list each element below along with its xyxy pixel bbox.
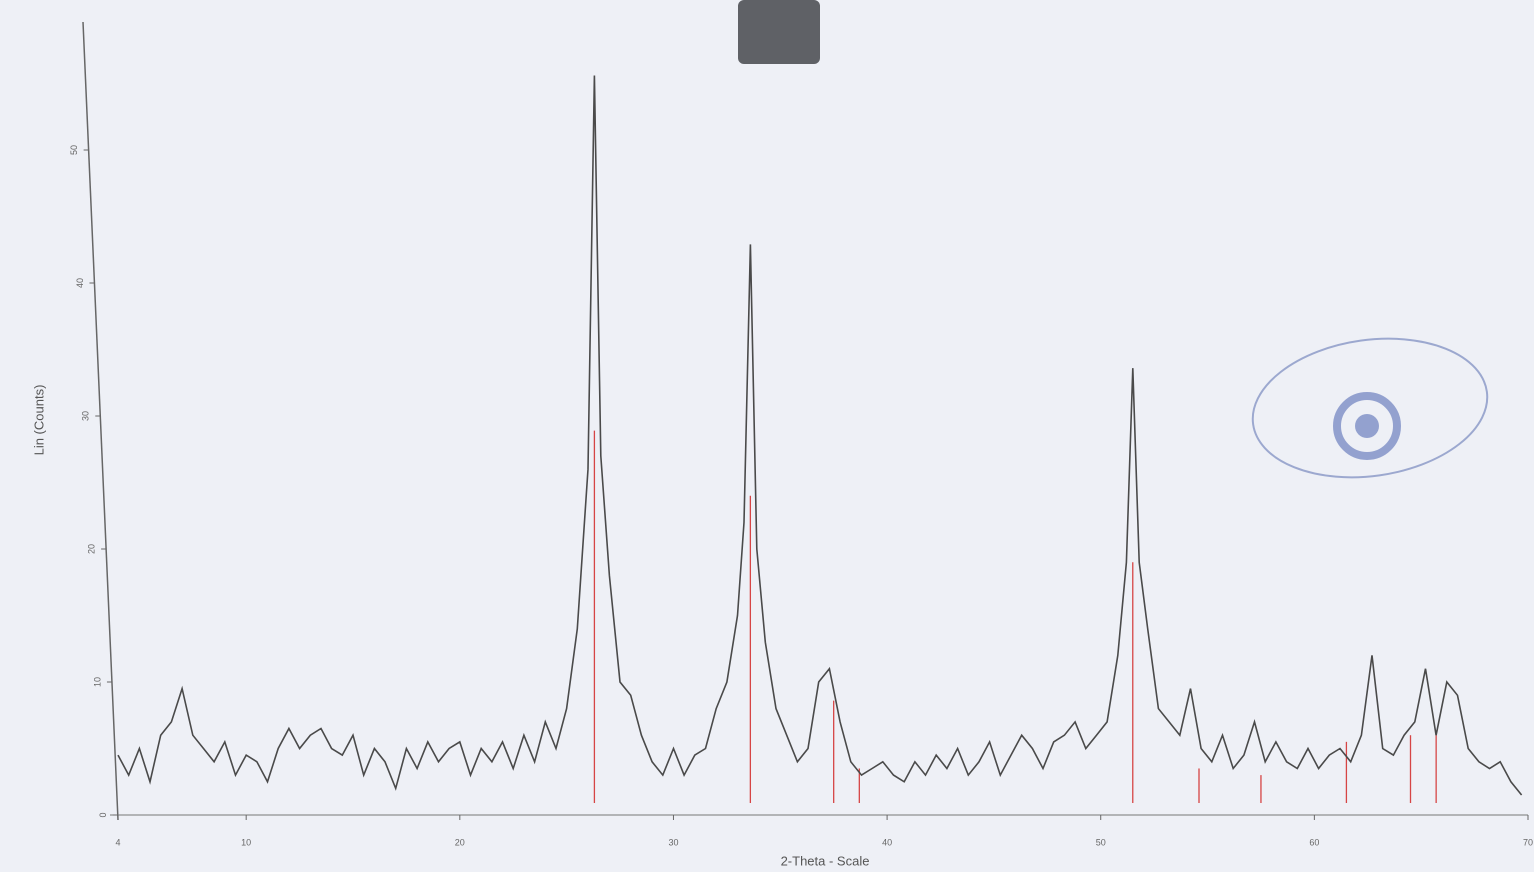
y-axis-label: Lin (Counts) bbox=[31, 385, 46, 456]
y-axis bbox=[82, 21, 119, 821]
y-tick-label: 30 bbox=[81, 411, 91, 421]
x-tick-label: 10 bbox=[241, 837, 251, 847]
y-tick-label: 40 bbox=[75, 278, 85, 288]
x-tick-label: 50 bbox=[1096, 837, 1106, 847]
stamp bbox=[1251, 337, 1489, 479]
scan-tab bbox=[738, 0, 820, 64]
y-tick-label: 0 bbox=[98, 812, 108, 817]
x-tick-label: 20 bbox=[455, 837, 465, 847]
x-tick-label: 70 bbox=[1523, 837, 1533, 847]
x-axis-label: 2-Theta - Scale bbox=[781, 853, 870, 868]
x-tick-label: 4 bbox=[115, 837, 120, 847]
x-tick-label: 30 bbox=[668, 837, 678, 847]
y-tick-label: 10 bbox=[92, 677, 102, 687]
x-tick-label: 60 bbox=[1309, 837, 1319, 847]
y-tick-label: 20 bbox=[86, 544, 96, 554]
diffraction-line bbox=[117, 75, 1523, 796]
x-tick-label: 40 bbox=[882, 837, 892, 847]
y-tick-label: 50 bbox=[69, 145, 79, 155]
